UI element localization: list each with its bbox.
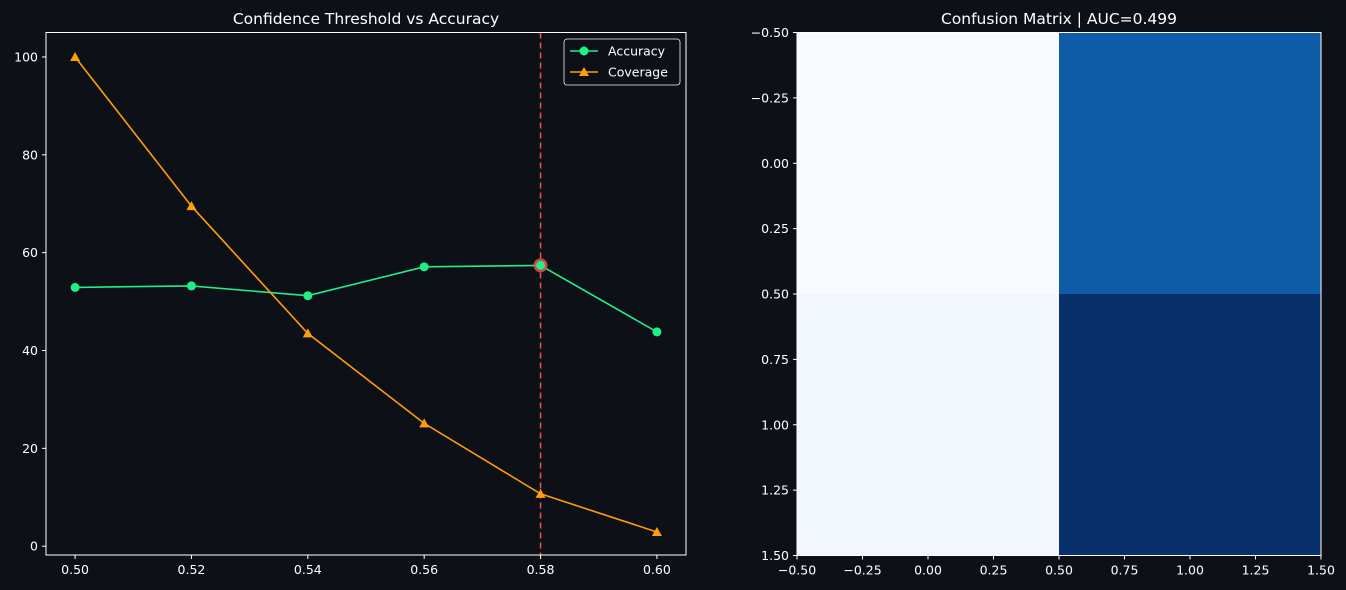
- chart2-x-tick-label: −0.50: [778, 563, 816, 578]
- chart2-y-tick-label: 0.50: [761, 287, 789, 302]
- chart2-y-tick-label: −0.25: [751, 90, 789, 105]
- chart1-y-tick-label: 20: [22, 441, 38, 456]
- chart1-x-tick-label: 0.54: [294, 562, 322, 577]
- accuracy-series-line: [75, 264, 658, 333]
- coverage-point: [651, 527, 662, 537]
- accuracy-point: [652, 327, 662, 337]
- chart1-y-tick-label: 0: [30, 539, 38, 554]
- chart1-x-tick-label: 0.58: [527, 562, 555, 577]
- confusion-matrix-chart: Confusion Matrix | AUC=0.499 −0.50 −0.25 0…: [751, 10, 1335, 578]
- chart1-plot-frame: [45, 32, 687, 556]
- chart1-y-tick-label: 60: [22, 245, 38, 260]
- coverage-point: [419, 418, 430, 428]
- chart2-x-tick-label: 1.00: [1176, 563, 1204, 578]
- chart2-y-tick-label: 1.50: [761, 548, 789, 563]
- chart2-x-tick-label: −0.25: [843, 563, 881, 578]
- chart1-x-tick-label: 0.52: [178, 562, 206, 577]
- coverage-point: [302, 328, 313, 338]
- confusion-cell: [797, 294, 1059, 556]
- coverage-point: [70, 51, 81, 61]
- chart1-x-tick-label: 0.56: [410, 562, 438, 577]
- confusion-cell: [1059, 294, 1321, 556]
- chart2-y-tick-label: 1.25: [761, 483, 789, 498]
- confusion-cell: [1059, 32, 1321, 294]
- chart2-x-tick-label: 1.25: [1242, 563, 1270, 578]
- accuracy-point: [419, 262, 429, 272]
- chart2-x-tick-label: 0.75: [1111, 563, 1139, 578]
- best-threshold-point: [536, 260, 546, 270]
- chart2-y-tick-label: 0.25: [761, 221, 789, 236]
- chart2-y-tick-label: 0.75: [761, 352, 789, 367]
- legend-coverage-label: Coverage: [608, 65, 668, 80]
- chart2-x-tick-label: 0.50: [1045, 563, 1073, 578]
- chart1-y-tick-label: 100: [14, 49, 38, 64]
- accuracy-point: [70, 282, 80, 292]
- accuracy-point: [186, 281, 196, 291]
- coverage-point: [186, 201, 197, 211]
- chart1-legend: Accuracy Coverage: [563, 38, 681, 86]
- accuracy-point: [303, 291, 313, 301]
- threshold-accuracy-chart: Confidence Threshold vs Accuracy 0.50 0.5…: [14, 10, 687, 577]
- legend-accuracy-marker: [579, 46, 589, 56]
- chart2-x-tick-label: 1.50: [1307, 563, 1335, 578]
- legend-accuracy-label: Accuracy: [608, 44, 666, 59]
- chart1-x-tick-label: 0.50: [61, 562, 89, 577]
- chart1-title: Confidence Threshold vs Accuracy: [233, 10, 499, 28]
- chart2-y-tick-label: 1.00: [761, 417, 789, 432]
- chart2-x-tick-label: 0.25: [980, 563, 1008, 578]
- coverage-series-line: [74, 56, 658, 533]
- chart1-y-tick-label: 80: [22, 147, 38, 162]
- chart2-y-tick-label: 0.00: [761, 156, 789, 171]
- chart2-title: Confusion Matrix | AUC=0.499: [941, 10, 1177, 28]
- chart2-y-tick-label: −0.50: [751, 25, 789, 40]
- legend-coverage-marker: [579, 67, 589, 76]
- chart2-x-tick-label: 0.00: [914, 563, 942, 578]
- coverage-point: [535, 488, 546, 498]
- chart1-y-tick-label: 40: [22, 343, 38, 358]
- confusion-cell: [797, 32, 1059, 294]
- chart1-x-tick-label: 0.60: [643, 562, 671, 577]
